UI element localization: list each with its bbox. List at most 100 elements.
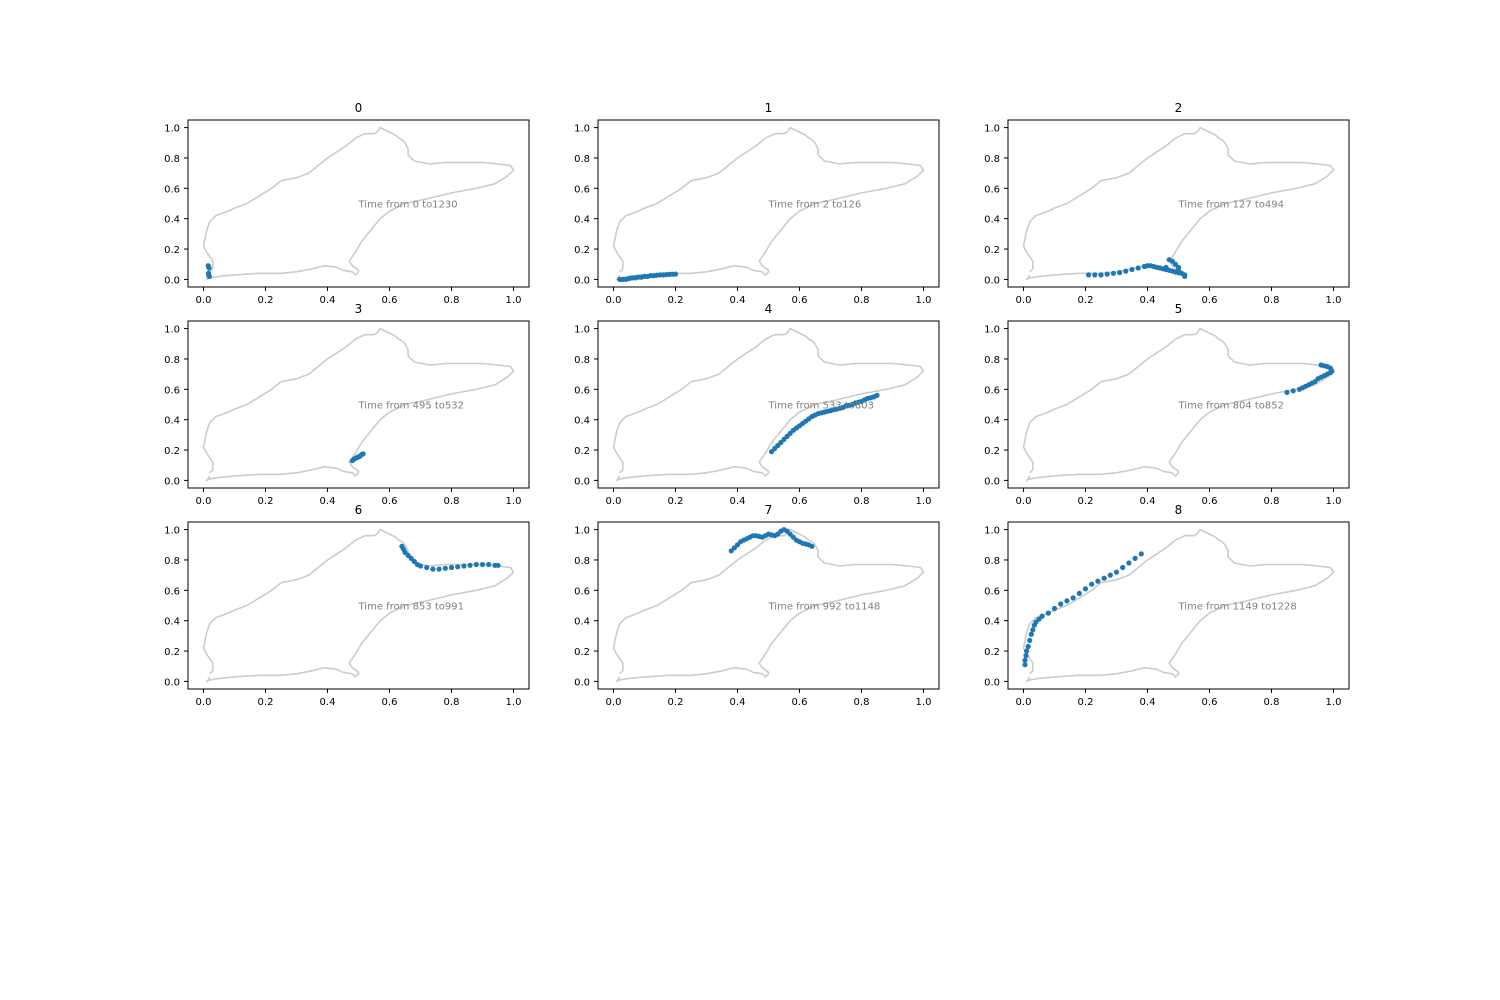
- y-tick-label: 0.2: [984, 446, 1000, 457]
- y-tick-label: 0.6: [164, 184, 180, 195]
- panel-0: 0 Time from 0 to1230 0.0 0.2 0.4 0.6 0.8 1.0 0.0…: [164, 101, 530, 306]
- x-tick-label: 0.8: [444, 295, 460, 306]
- data-point: [1027, 637, 1033, 644]
- x-tick-label: 0.6: [792, 697, 808, 708]
- x-tick-label: 0.6: [1202, 295, 1218, 306]
- y-tick-label: 0.4: [574, 416, 590, 427]
- y-tick-label: 0.4: [164, 416, 180, 427]
- x-tick-label: 0.4: [730, 697, 746, 708]
- x-tick-label: 0.8: [1264, 496, 1280, 507]
- y-tick-label: 0.0: [984, 476, 1000, 487]
- x-tick-label: 1.0: [506, 697, 522, 708]
- panel-title: 1: [765, 101, 773, 115]
- data-point: [1051, 605, 1058, 612]
- axes-frame: [187, 320, 530, 489]
- x-tick-label: 0.4: [730, 496, 746, 507]
- annotation-label: Time from 495 to532: [358, 401, 465, 412]
- data-point: [1022, 657, 1028, 663]
- data-point: [430, 566, 436, 572]
- data-point: [1123, 268, 1129, 274]
- x-tick-label: 0.4: [320, 697, 336, 708]
- y-tick-label: 0.0: [984, 677, 1000, 688]
- data-point: [1113, 569, 1120, 575]
- x-tick-label: 0.0: [1016, 496, 1032, 507]
- data-point: [1039, 613, 1045, 619]
- x-tick-label: 0.8: [444, 496, 460, 507]
- panel-title: 6: [355, 503, 363, 517]
- x-tick-label: 0.0: [606, 295, 622, 306]
- data-point: [672, 271, 679, 277]
- x-tick-label: 0.2: [1078, 697, 1094, 708]
- data-point: [1022, 662, 1028, 668]
- x-tick-label: 0.2: [258, 697, 274, 708]
- panel-title: 4: [765, 302, 773, 316]
- data-point: [206, 265, 212, 271]
- series-points: [617, 271, 679, 282]
- y-tick-label: 0.0: [164, 275, 180, 286]
- data-point: [1030, 627, 1036, 633]
- data-point: [206, 273, 212, 279]
- data-point: [473, 561, 479, 568]
- x-tick-label: 0.0: [196, 295, 212, 306]
- track-outline: [202, 126, 515, 281]
- series-points: [1284, 362, 1335, 395]
- panel-title: 2: [1175, 101, 1183, 115]
- annotation-label: Time from 804 to852: [1178, 401, 1285, 412]
- y-tick-label: 1.0: [984, 526, 1000, 537]
- x-tick-label: 0.4: [320, 496, 336, 507]
- y-tick-label: 1.0: [164, 526, 180, 537]
- y-tick-label: 0.6: [574, 184, 590, 195]
- data-point: [1098, 272, 1104, 278]
- track-outline: [202, 528, 515, 683]
- axes-frame: [187, 521, 530, 690]
- x-tick-label: 1.0: [1326, 295, 1342, 306]
- x-tick-label: 1.0: [1326, 697, 1342, 708]
- data-point: [1070, 595, 1076, 601]
- y-tick-label: 0.6: [164, 586, 180, 597]
- y-tick-label: 1.0: [984, 325, 1000, 336]
- x-tick-label: 0.2: [668, 697, 684, 708]
- track-outline: [612, 126, 925, 281]
- series-points: [1086, 257, 1188, 279]
- data-point: [874, 392, 880, 398]
- x-tick-label: 1.0: [506, 295, 522, 306]
- data-point: [1092, 272, 1098, 278]
- data-point: [486, 561, 492, 568]
- data-point: [1110, 270, 1116, 276]
- data-point: [1163, 264, 1169, 270]
- y-tick-label: 0.0: [574, 476, 590, 487]
- data-point: [1086, 272, 1092, 278]
- y-tick-label: 0.2: [574, 647, 590, 658]
- data-point: [1290, 388, 1296, 394]
- data-point: [1104, 271, 1110, 277]
- y-tick-label: 1.0: [164, 325, 180, 336]
- data-point: [1120, 564, 1126, 571]
- data-point: [360, 451, 366, 457]
- data-point: [1126, 560, 1132, 566]
- x-tick-label: 1.0: [506, 496, 522, 507]
- data-point: [1318, 362, 1324, 368]
- track-outline: [202, 327, 515, 482]
- y-tick-label: 0.8: [984, 355, 1000, 366]
- x-tick-label: 0.8: [854, 496, 870, 507]
- data-point: [1058, 601, 1064, 607]
- x-tick-label: 0.0: [606, 496, 622, 507]
- panel-3: 3 Time from 495 to532 0.0 0.2 0.4 0.6 0.8 1.0 0.…: [164, 302, 530, 507]
- panel-title: 8: [1175, 503, 1183, 517]
- y-tick-label: 0.6: [984, 184, 1000, 195]
- series-points: [205, 263, 212, 279]
- track-outline: [1022, 528, 1335, 683]
- y-tick-label: 0.2: [164, 245, 180, 256]
- x-tick-label: 0.6: [1202, 496, 1218, 507]
- data-point: [1095, 578, 1101, 584]
- x-tick-label: 0.6: [792, 496, 808, 507]
- x-tick-label: 0.6: [1202, 697, 1218, 708]
- data-point: [1138, 551, 1144, 557]
- y-tick-label: 0.0: [164, 677, 180, 688]
- y-tick-label: 0.6: [984, 586, 1000, 597]
- panel-title: 5: [1175, 302, 1183, 316]
- x-tick-label: 1.0: [1326, 496, 1342, 507]
- y-tick-label: 0.8: [574, 154, 590, 165]
